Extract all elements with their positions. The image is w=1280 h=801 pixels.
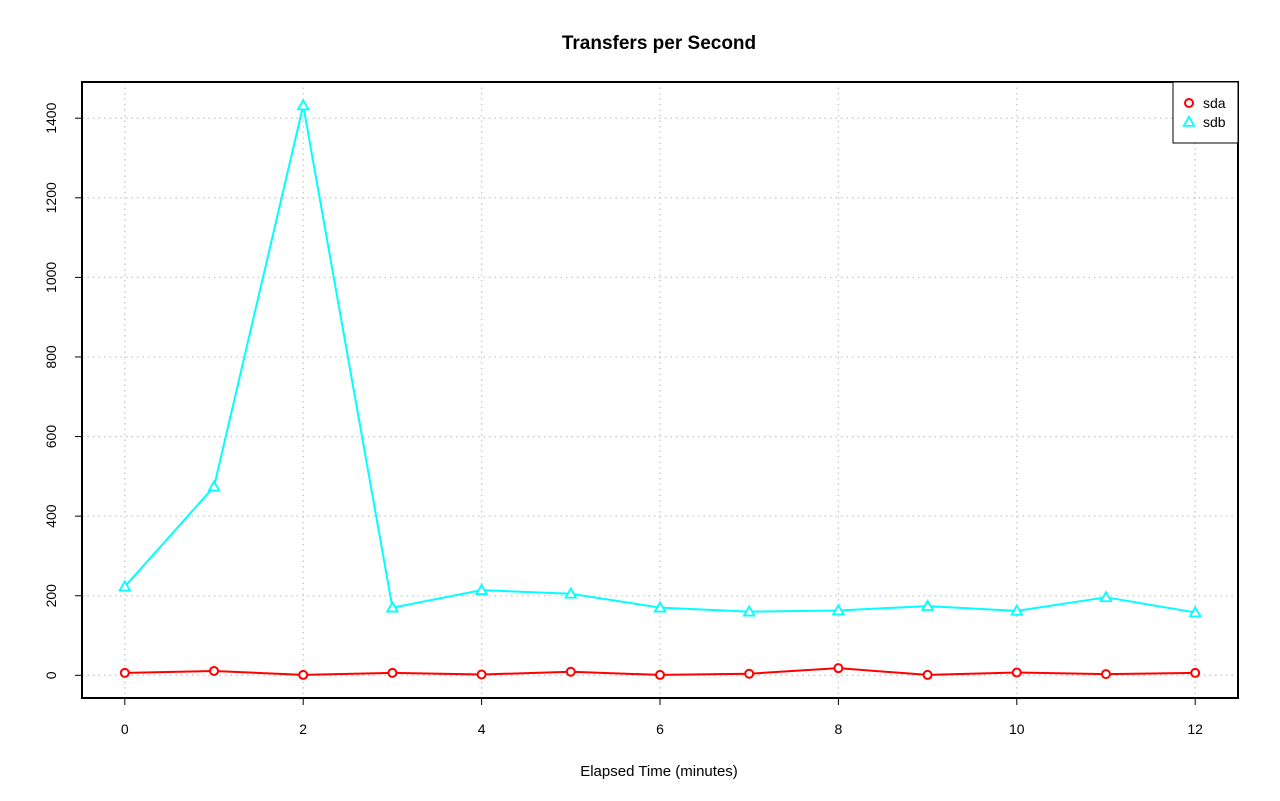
series-segment-sdb (749, 609, 839, 613)
legend-marker-sda (1184, 98, 1194, 108)
chart-title: Transfers per Second (562, 33, 756, 54)
point-sdb (474, 583, 489, 595)
series-sda (119, 663, 1201, 680)
series-segment-sda (749, 667, 839, 675)
series-segment-sda (1016, 671, 1107, 676)
x-tick-label: 12 (1187, 721, 1203, 737)
y-tick-label: 1400 (43, 102, 59, 133)
series-segment-sdb (481, 589, 571, 595)
point-sdb (296, 98, 310, 111)
x-axis-label: Elapsed Time (minutes) (580, 763, 738, 780)
y-tick-label: 1000 (43, 262, 59, 293)
point-sdb (118, 579, 132, 592)
series-segment-sdb (927, 605, 1017, 612)
legend-label-sdb: sdb (1203, 114, 1226, 130)
series-segment-sdb (570, 592, 661, 609)
series-segment-sdb (1016, 596, 1107, 612)
point-sda (1190, 667, 1201, 678)
series-segment-sdb (124, 486, 215, 588)
series-segment-sdb (659, 606, 750, 613)
series-segment-sdb (392, 589, 482, 609)
point-sda (298, 669, 309, 680)
y-tick-label: 200 (43, 584, 59, 608)
point-sdb (207, 479, 221, 492)
y-axis: 0 200 400 600 800 1000 1200 1400 (43, 102, 83, 679)
x-tick-label: 10 (1009, 721, 1025, 737)
point-sda (744, 668, 755, 679)
legend-marker-sdb (1182, 114, 1196, 127)
x-tick-label: 8 (834, 721, 842, 737)
point-sdb (653, 600, 667, 613)
series-layer (118, 98, 1202, 680)
series-segment-sda (838, 667, 928, 676)
point-sda (833, 663, 844, 674)
point-sda (922, 669, 933, 680)
x-tick-label: 0 (121, 721, 129, 737)
point-sdb (920, 599, 935, 611)
point-sda (1011, 667, 1022, 678)
y-tick-label: 400 (43, 504, 59, 528)
point-sdb (831, 603, 846, 616)
point-sdb (385, 600, 400, 613)
legend-items: sda sdb (1182, 95, 1226, 130)
series-segment-sda (1105, 671, 1196, 676)
y-tick-label: 0 (43, 671, 59, 679)
point-sda (565, 666, 576, 677)
series-segment-sdb (838, 605, 928, 612)
series-segment-sda (392, 671, 482, 676)
legend-item-sda: sda (1184, 95, 1226, 111)
x-tick-label: 6 (656, 721, 664, 737)
legend-item-sdb: sdb (1182, 114, 1226, 130)
point-sdb (742, 604, 756, 617)
point-sda (476, 669, 487, 680)
series-sdb (118, 98, 1202, 618)
x-tick-label: 2 (299, 721, 307, 737)
point-sda (209, 665, 220, 676)
point-sda (655, 669, 665, 680)
series-segment-sda (124, 669, 215, 674)
grid-lines (82, 82, 1238, 698)
legend-label-sda: sda (1203, 95, 1226, 111)
series-segment-sda (927, 671, 1017, 676)
legend: sda sdb (1172, 81, 1239, 144)
series-segment-sda (570, 670, 661, 676)
series-segment-sdb (1105, 596, 1196, 614)
point-sda (1100, 669, 1111, 680)
series-segment-sda (303, 671, 393, 676)
point-sdb (564, 586, 578, 599)
point-sda (119, 667, 130, 678)
series-segment-sda (659, 672, 750, 676)
point-sdb (1188, 605, 1202, 618)
series-segment-sda (213, 669, 304, 676)
point-sdb (1099, 590, 1113, 603)
series-segment-sdb (302, 105, 394, 608)
series-segment-sda (481, 670, 571, 676)
x-axis: 0 2 4 6 8 10 12 (121, 697, 1203, 737)
series-segment-sdb (213, 105, 305, 487)
point-sdb (1010, 603, 1024, 616)
x-tick-label: 4 (478, 721, 486, 737)
y-tick-label: 600 (43, 425, 59, 449)
y-tick-label: 800 (43, 345, 59, 369)
legend-box (1172, 81, 1239, 144)
y-tick-label: 1200 (43, 182, 59, 213)
point-sda (387, 667, 398, 678)
